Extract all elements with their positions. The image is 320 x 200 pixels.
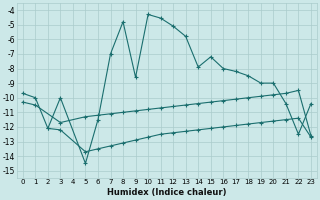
X-axis label: Humidex (Indice chaleur): Humidex (Indice chaleur) — [107, 188, 227, 197]
